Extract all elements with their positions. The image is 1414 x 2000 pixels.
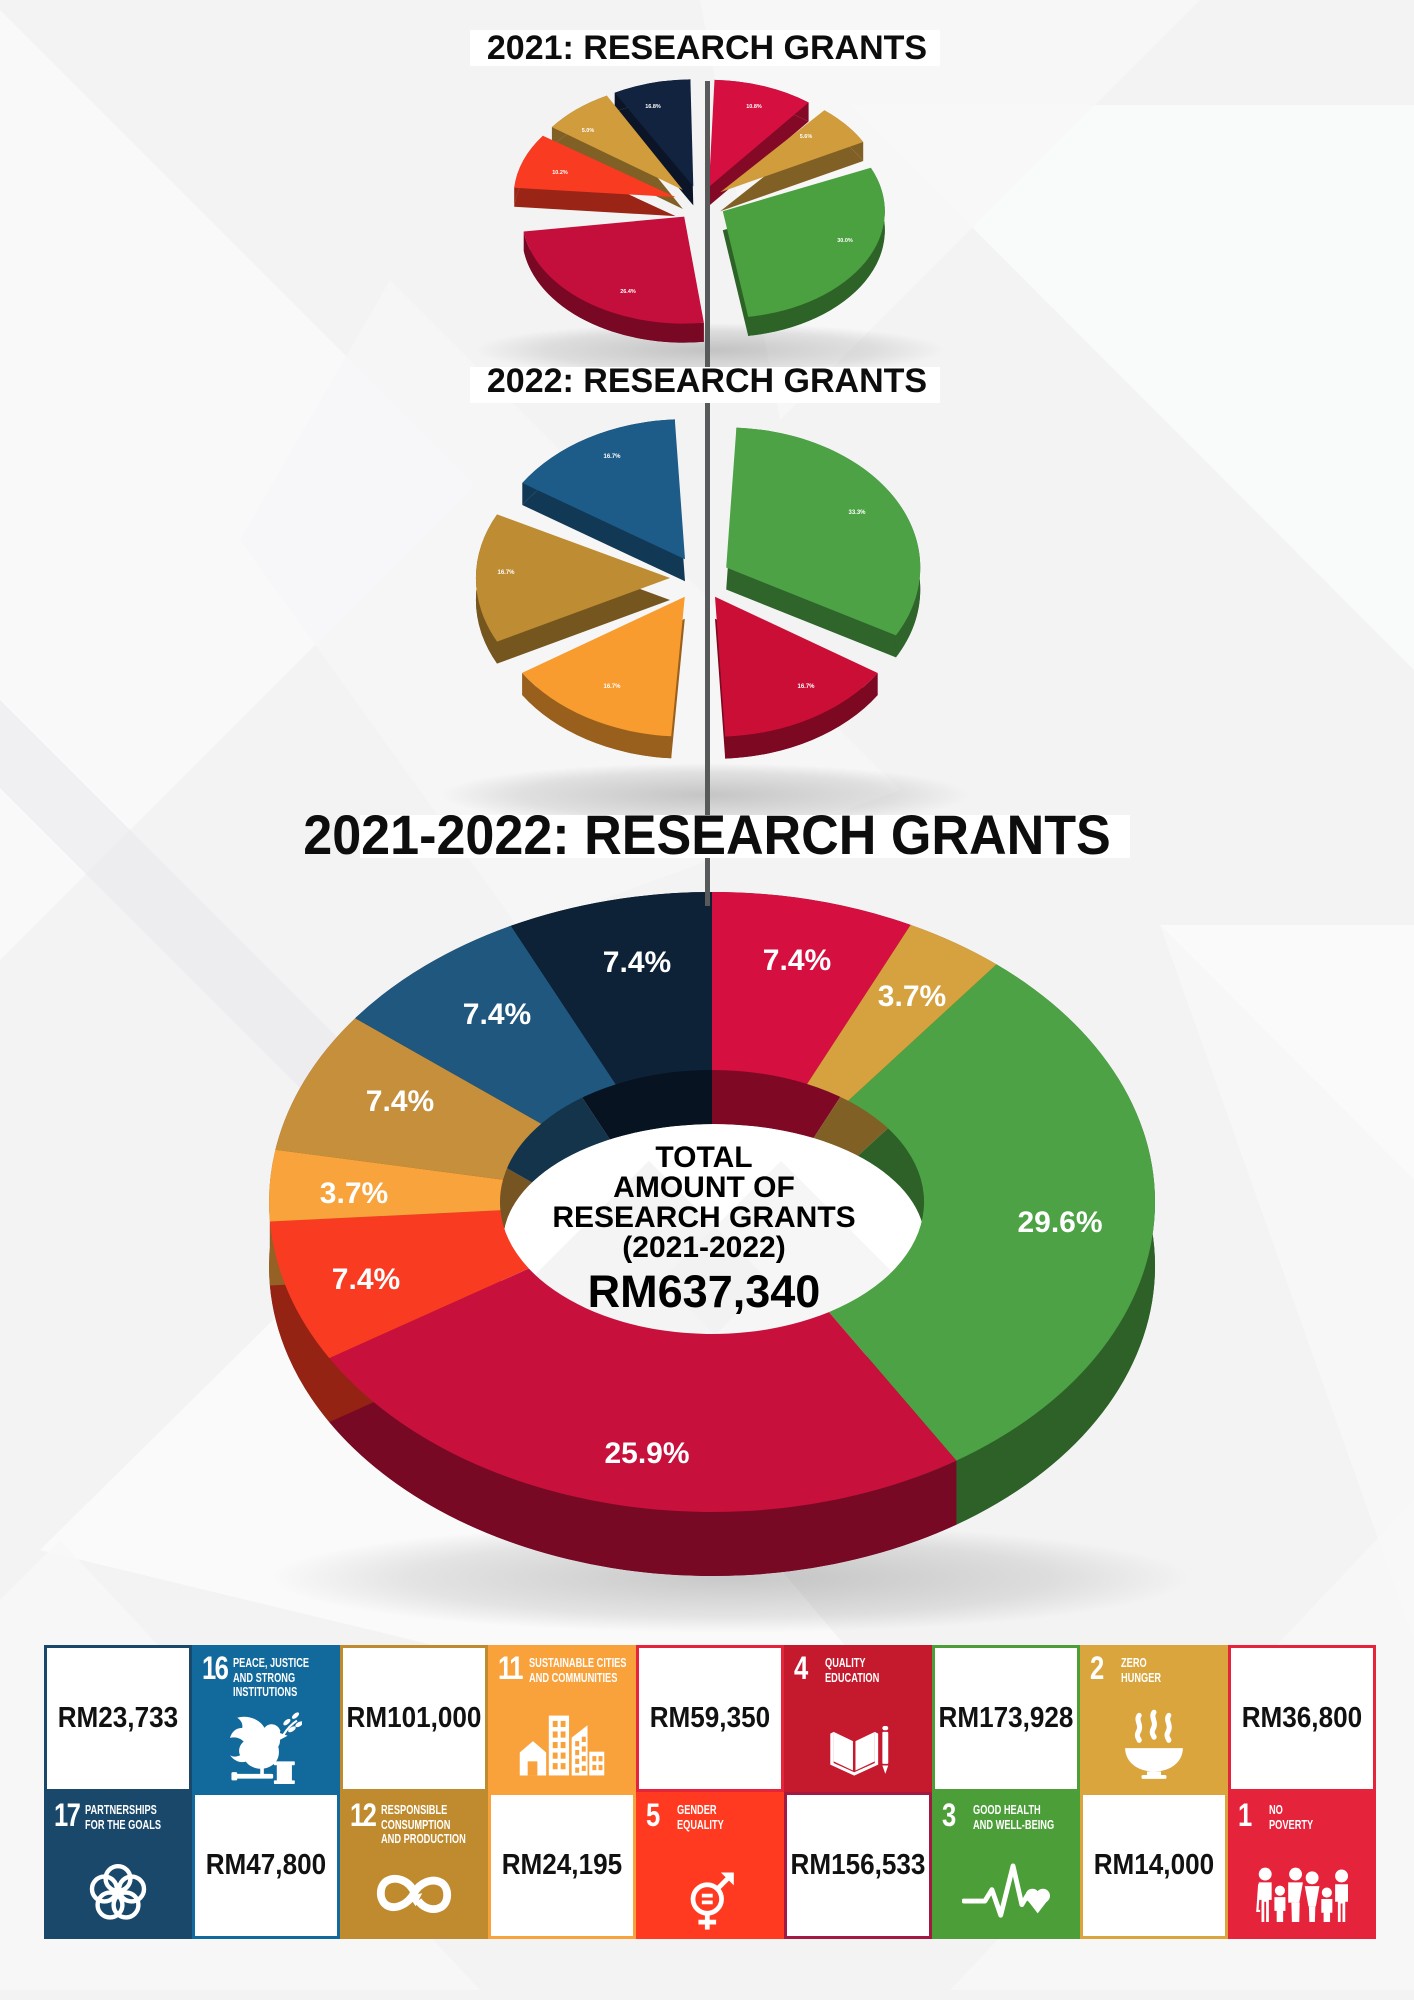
svg-text:16.7%: 16.7% (603, 684, 621, 690)
svg-text:29.6%: 29.6% (1017, 1206, 1102, 1239)
svg-text:7.4%: 7.4% (763, 944, 831, 977)
svg-text:7.4%: 7.4% (463, 998, 531, 1031)
svg-text:16.7%: 16.7% (797, 684, 815, 690)
svg-text:16.7%: 16.7% (497, 570, 515, 576)
svg-text:7.4%: 7.4% (366, 1085, 434, 1118)
svg-text:5.0%: 5.0% (582, 128, 595, 134)
svg-text:33.3%: 33.3% (848, 510, 866, 516)
svg-text:3.7%: 3.7% (320, 1177, 388, 1210)
svg-text:26.4%: 26.4% (620, 289, 636, 295)
svg-text:16.8%: 16.8% (645, 104, 661, 110)
svg-text:7.4%: 7.4% (332, 1263, 400, 1296)
svg-text:25.9%: 25.9% (604, 1437, 689, 1470)
svg-text:16.7%: 16.7% (603, 454, 621, 460)
svg-text:30.0%: 30.0% (837, 238, 853, 244)
svg-text:5.6%: 5.6% (800, 134, 813, 140)
svg-text:3.7%: 3.7% (878, 980, 946, 1013)
svg-text:7.4%: 7.4% (603, 946, 671, 979)
svg-text:10.2%: 10.2% (552, 170, 568, 176)
svg-text:10.8%: 10.8% (746, 104, 762, 110)
